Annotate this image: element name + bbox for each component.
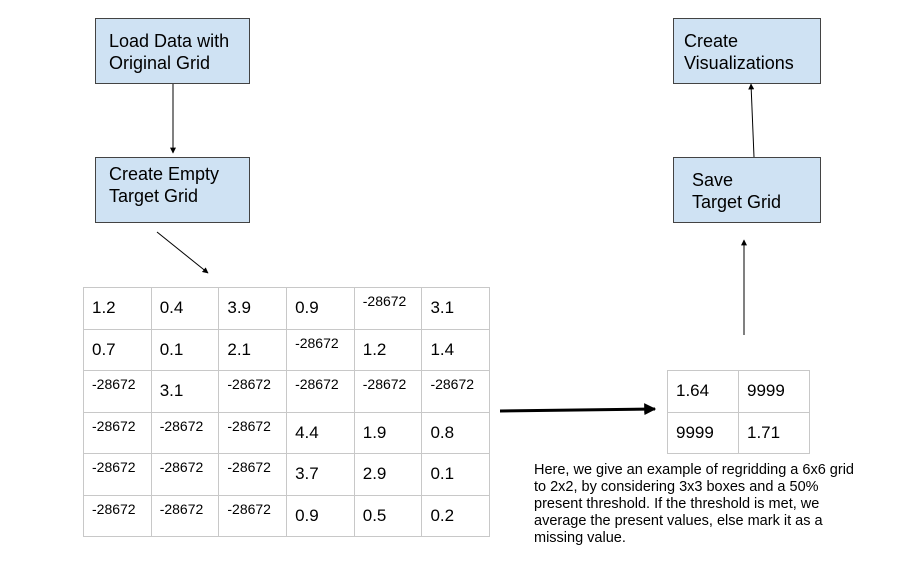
grid-cell: 3.1 [150,370,220,413]
create-visualizations-box: Create Visualizations [673,18,821,84]
cell-value: -28672 [159,500,204,517]
grid-row: 0.7 0.1 2.1 -28672 1.2 1.4 [83,328,491,371]
grid-cell: 0.9 [286,494,355,537]
grid-cell: 1.2 [353,328,423,371]
grid-cell: -28672 [218,453,288,496]
cell-value: 1.4 [430,339,455,359]
cell-value: -28672 [362,293,407,310]
grid-row: 1.2 0.4 3.9 0.9 -28672 3.1 [83,287,491,330]
cell-value: -28672 [159,417,204,434]
cell-value: -28672 [227,459,271,476]
grid-row: -28672 -28672 -28672 0.9 0.5 0.2 [83,494,491,537]
grid-cell: -28672 [218,370,288,413]
grid-cell: -28672 [286,370,355,413]
cell-value: -28672 [295,334,339,351]
cell-value: -28672 [362,376,407,393]
grid-cell: -28672 [286,328,355,371]
cell-value: 3.7 [295,464,319,484]
grid-row: -28672 -28672 -28672 4.4 1.9 0.8 [83,411,491,454]
grid-cell: -28672 [83,453,152,496]
cell-value: -28672 [295,376,339,393]
grid-cell: -28672 [218,494,288,537]
cell-value: 3.9 [227,298,252,318]
save-target-grid-box: Save Target Grid [673,157,821,223]
cell-value: 0.5 [362,505,387,525]
cell-value: 0.2 [430,505,455,525]
grid-cell: 9999 [667,411,739,454]
grid-cell: -28672 [150,494,220,537]
grid-cell: -28672 [353,370,423,413]
cell-value: 0.7 [92,339,116,359]
grid-cell: -28672 [83,411,152,454]
grid-cell: -28672 [150,453,220,496]
grid-cell: 2.9 [353,453,423,496]
cell-value: 1.64 [676,381,710,401]
cell-value: 3.1 [159,381,184,401]
grid-cell: 9999 [738,370,810,413]
grid-cell: 0.4 [150,287,220,330]
grid-row: -28672 -28672 -28672 3.7 2.9 0.1 [83,453,491,496]
grid-cell: 1.9 [353,411,423,454]
arrow-empty-to-grid [156,231,209,274]
load-data-box: Load Data with Original Grid [95,18,250,84]
grid-cell: 0.9 [286,287,355,330]
create-empty-grid-box: Create Empty Target Grid [95,157,250,223]
cell-value: 9999 [747,381,785,401]
cell-value: 9999 [676,422,714,442]
cell-value: -28672 [227,500,271,517]
grid-cell: 3.1 [421,287,491,330]
cell-value: -28672 [430,376,475,393]
target-grid-table: 1.64 9999 9999 1.71 [667,370,810,454]
cell-value: 2.9 [362,464,387,484]
grid-cell: 0.5 [353,494,423,537]
original-grid-table: 1.2 0.4 3.9 0.9 -28672 3.1 0.7 0.1 2.1 -28672 1.2 1… [83,287,491,537]
grid-cell: 2.1 [218,328,288,371]
grid-row: -28672 3.1 -28672 -28672 -28672 -28672 [83,370,491,413]
grid-cell: -28672 [83,370,152,413]
grid-cell: 0.2 [421,494,491,537]
cell-value: 4.4 [295,422,319,442]
grid-cell: -28672 [353,287,423,330]
cell-value: 1.71 [747,422,781,442]
cell-value: 0.9 [295,298,319,318]
cell-value: -28672 [92,376,136,393]
grid-cell: 1.4 [421,328,491,371]
grid-cell: 1.71 [738,411,810,454]
grid-cell: -28672 [421,370,491,413]
grid-cell: 1.64 [667,370,739,413]
grid-cell: 4.4 [286,411,355,454]
cell-value: 2.1 [227,339,252,359]
cell-value: 0.1 [159,339,184,359]
cell-value: 0.4 [159,298,184,318]
cell-value: -28672 [227,417,271,434]
grid-cell: -28672 [218,411,288,454]
grid-cell: 0.8 [421,411,491,454]
grid-cell: -28672 [150,411,220,454]
explanation-note: Here, we give an example of regridding a… [534,462,854,546]
arrow-grid-to-target [499,403,657,416]
grid-cell: 3.7 [286,453,355,496]
cell-value: -28672 [92,459,136,476]
cell-value: -28672 [159,459,204,476]
grid-cell: 1.2 [83,287,152,330]
cell-value: -28672 [92,417,136,434]
grid-row: 1.64 9999 [667,370,810,413]
grid-cell: 3.9 [218,287,288,330]
cell-value: 1.9 [362,422,387,442]
grid-cell: -28672 [83,494,152,537]
arrow-save-to-viz [748,83,755,158]
cell-value: -28672 [92,500,136,517]
grid-cell: 0.7 [83,328,152,371]
grid-cell: 0.1 [150,328,220,371]
cell-value: 1.2 [92,298,116,318]
cell-value: 0.1 [430,464,455,484]
cell-value: 0.8 [430,422,455,442]
cell-value: 3.1 [430,298,455,318]
cell-value: -28672 [227,376,271,393]
cell-value: 1.2 [362,339,387,359]
cell-value: 0.9 [295,505,319,525]
grid-row: 9999 1.71 [667,411,810,454]
grid-cell: 0.1 [421,453,491,496]
